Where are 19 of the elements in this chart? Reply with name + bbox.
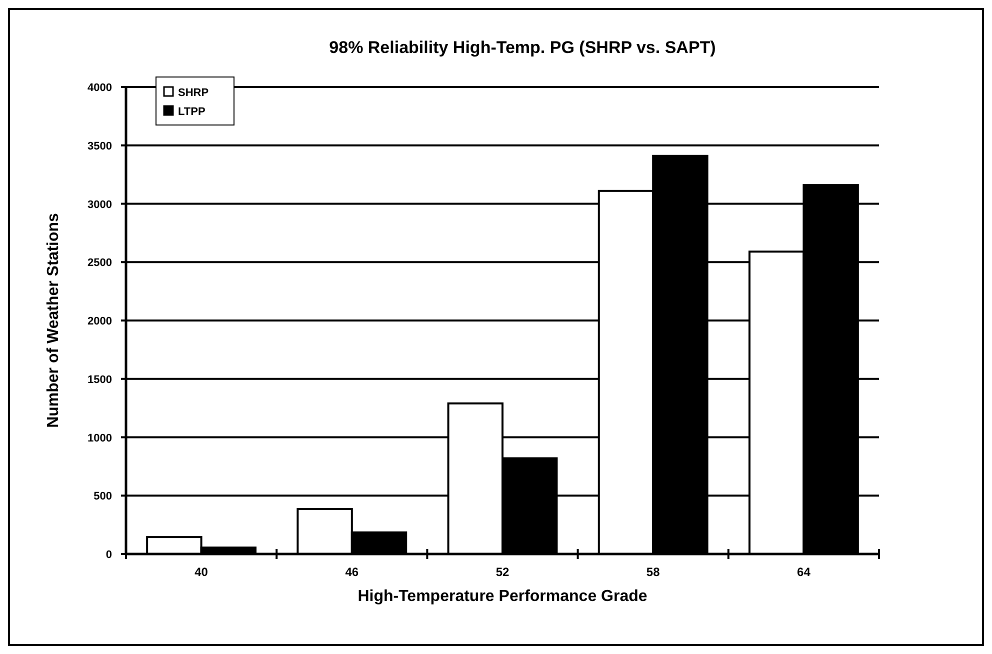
y-tick-label: 500 (94, 490, 112, 503)
y-tick-label: 2000 (88, 316, 112, 328)
chart-title: 98% Reliability High-Temp. PG (SHRP vs. SAPT) (329, 38, 716, 57)
x-tick-label: 58 (646, 565, 660, 579)
legend-label: SHRP (178, 87, 209, 99)
y-tick-label: 1000 (88, 432, 112, 444)
y-tick-label: 3000 (88, 198, 112, 211)
x-tick-label: 52 (496, 565, 510, 579)
x-axis-title: High-Temperature Performance Grade (358, 588, 648, 605)
y-tick-label: 3500 (88, 140, 112, 152)
x-tick-label: 40 (194, 565, 208, 579)
legend-label: LTPP (178, 106, 206, 118)
y-axis-title: Number of Weather Stations (45, 212, 62, 428)
x-tick-label: 46 (345, 565, 359, 579)
x-tick-label: 64 (797, 565, 811, 579)
y-tick-label: 4000 (88, 82, 112, 94)
y-tick-label: 1500 (88, 374, 112, 386)
y-tick-label: 0 (106, 549, 112, 561)
y-tick-label: 2500 (88, 257, 112, 270)
